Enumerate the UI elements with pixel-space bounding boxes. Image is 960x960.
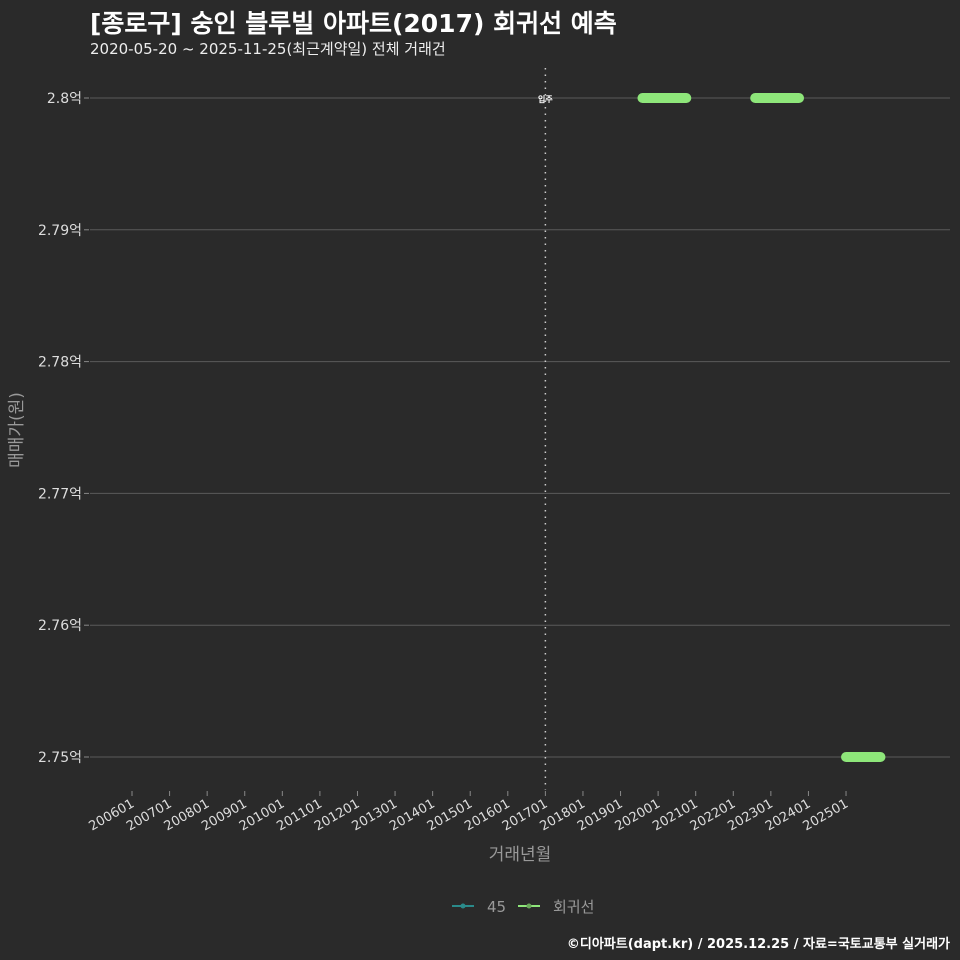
- legend-45-label: 45: [487, 898, 506, 916]
- footer-credit: ©디아파트(dapt.kr) / 2025.12.25 / 자료=국토교통부 실…: [566, 937, 950, 952]
- y-axis-ticks: 2.75억 2.76억 2.77억 2.78억 2.79억 2.8억: [38, 91, 89, 766]
- regression-segments: [637, 93, 886, 762]
- move-in-line: 입주: [538, 68, 553, 790]
- y-tick-label: 2.76억: [38, 618, 82, 634]
- y-tick-label: 2.78억: [38, 355, 82, 371]
- y-gridlines: [90, 97, 950, 758]
- y-tick-label: 2.75억: [38, 750, 82, 766]
- x-axis-label: 거래년월: [489, 845, 552, 865]
- y-axis-label: 매매가(원): [7, 392, 27, 468]
- legend-regression-label: 회귀선: [553, 898, 594, 916]
- y-tick-label: 2.8억: [47, 91, 82, 107]
- x-axis-ticks: 2006012007012008012009012010012011012012…: [87, 791, 851, 834]
- chart-subtitle: 2020-05-20 ~ 2025-11-25(최근계약일) 전체 거래건: [90, 40, 446, 58]
- chart-title: [종로구] 숭인 블루빌 아파트(2017) 회귀선 예측: [90, 9, 617, 38]
- move-in-label: 입주: [538, 94, 553, 104]
- legend: 45 회귀선: [452, 898, 594, 916]
- y-tick-label: 2.79억: [38, 223, 82, 239]
- y-tick-label: 2.77억: [38, 486, 82, 502]
